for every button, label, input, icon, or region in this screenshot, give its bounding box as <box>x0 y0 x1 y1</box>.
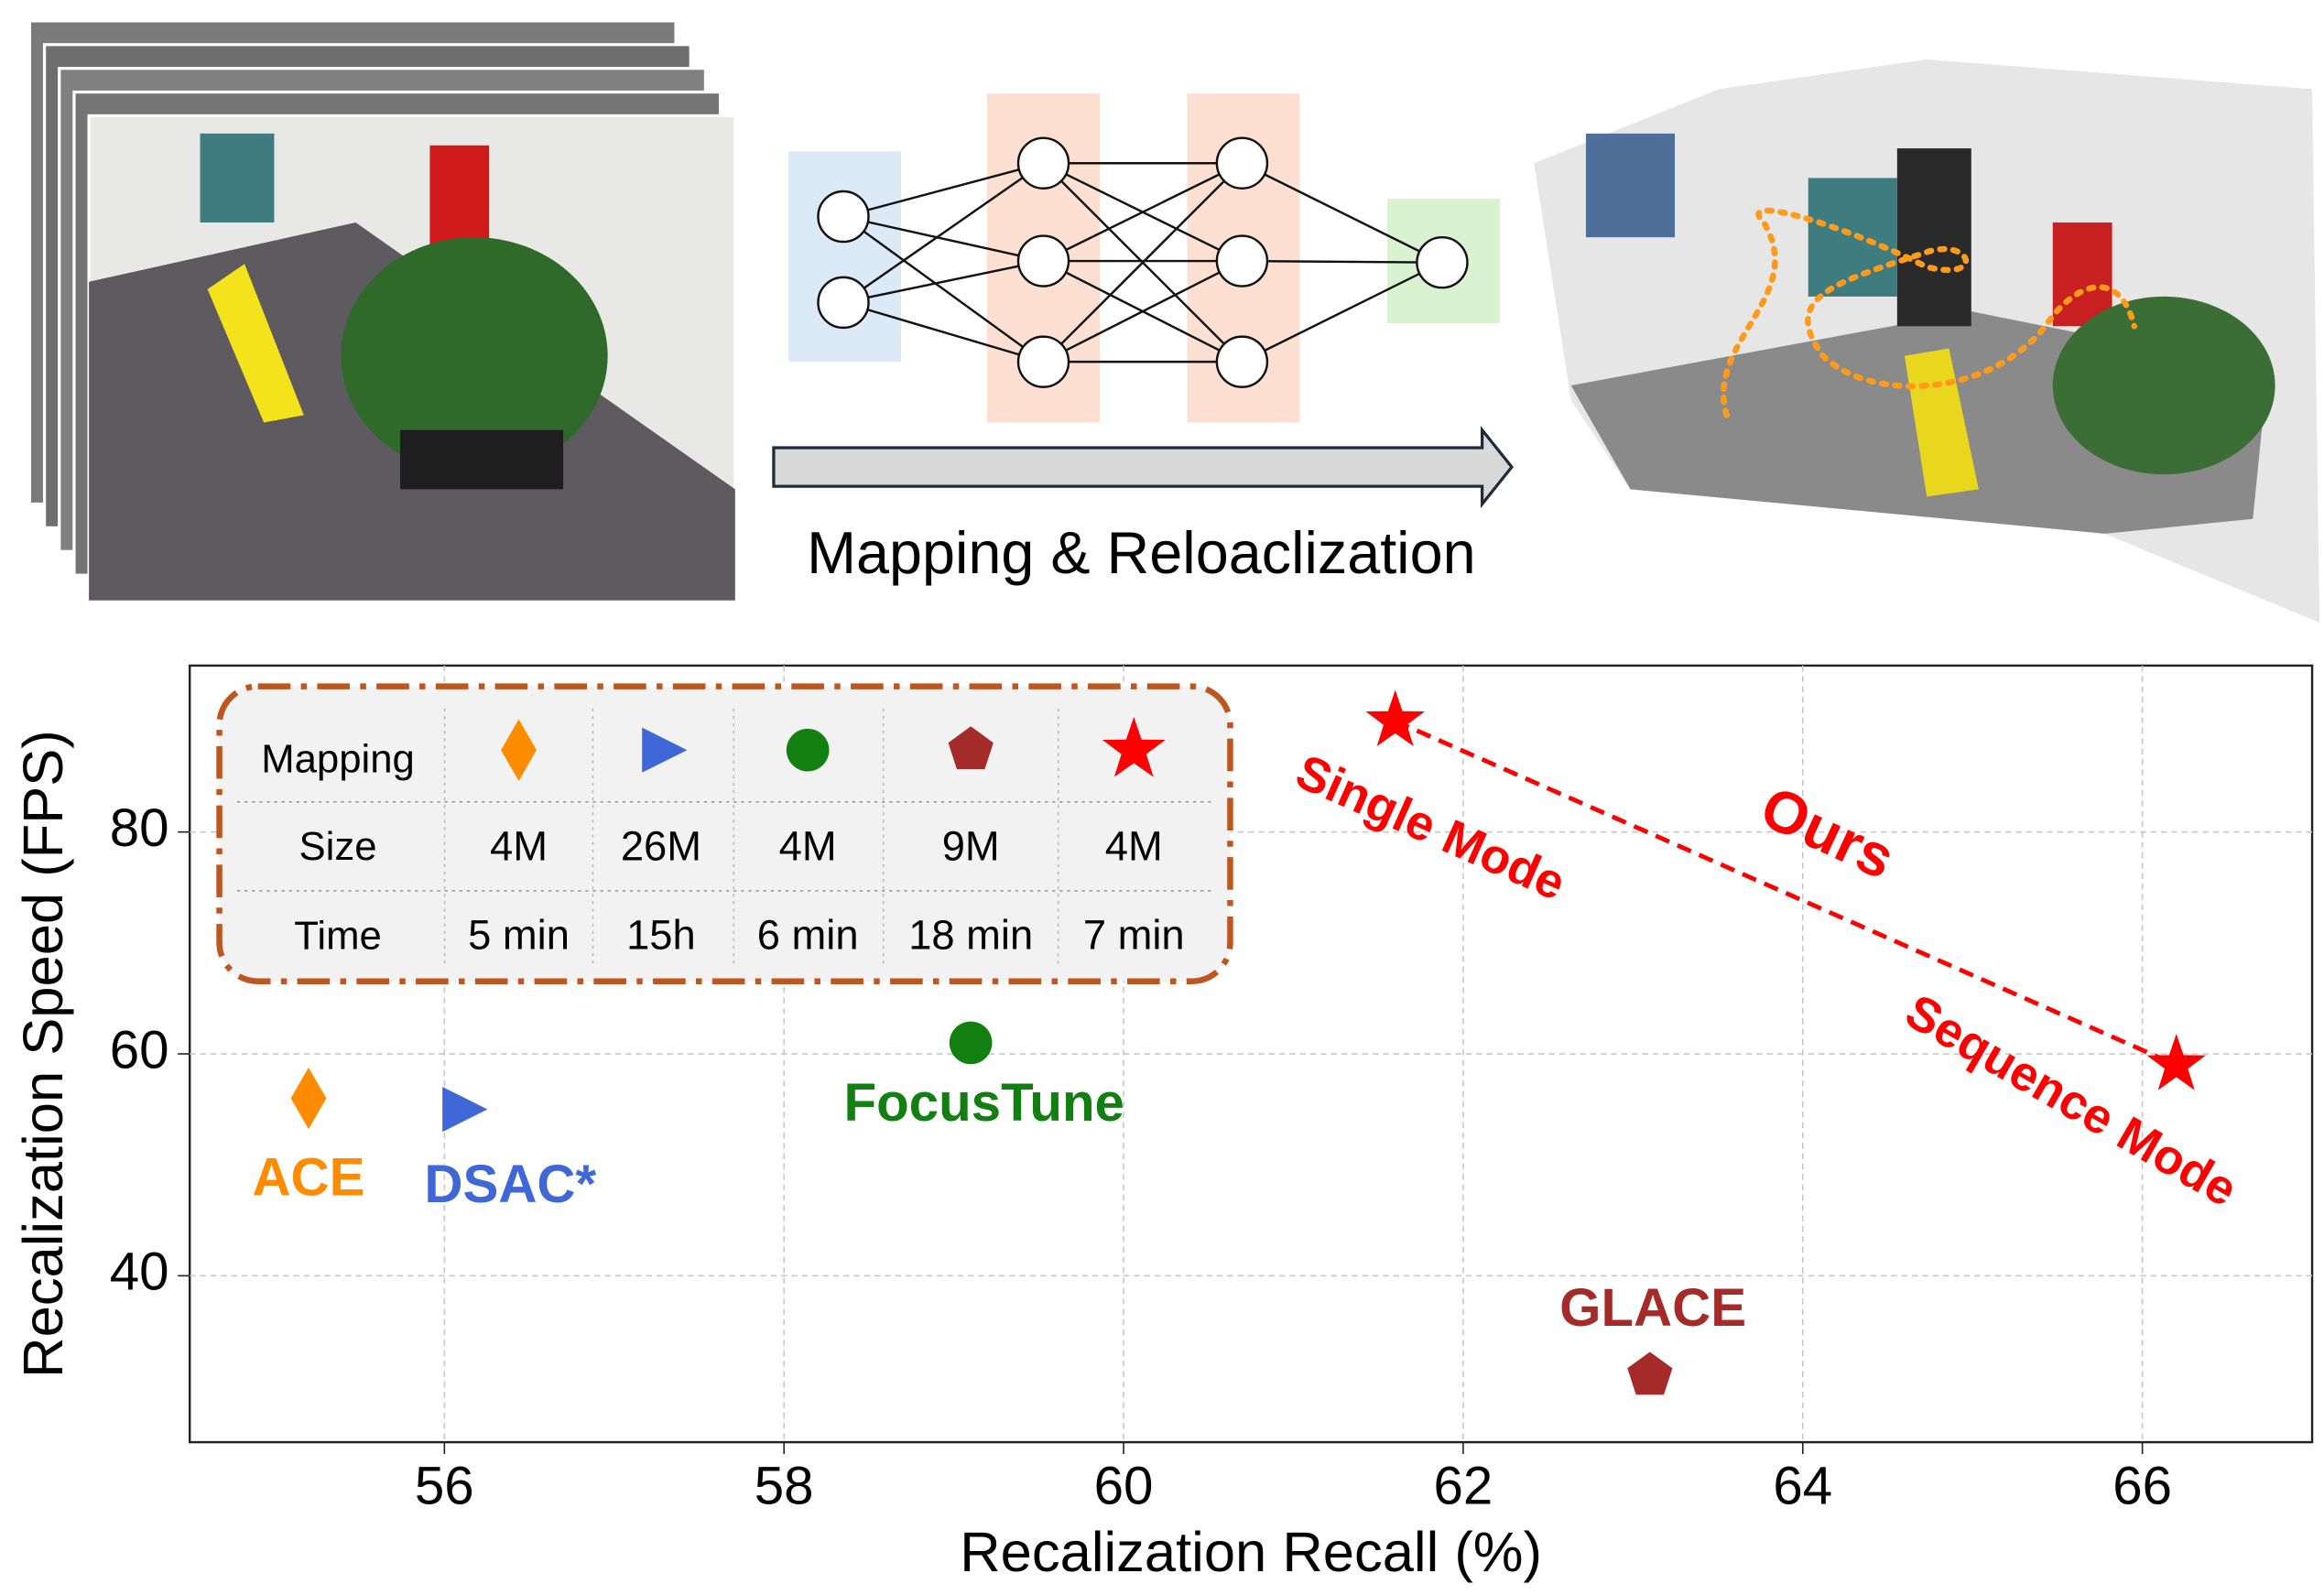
arrow <box>772 425 1515 509</box>
table-cell: Time <box>294 913 381 958</box>
point <box>290 1067 327 1130</box>
x-tick-label: 64 <box>1773 1456 1832 1515</box>
network-diagram <box>788 93 1501 423</box>
caption: Mapping & Reloaclization <box>807 519 1475 586</box>
y-axis-label: Recalization Speed (FPS) <box>12 730 75 1378</box>
legend-marker <box>642 727 688 773</box>
x-tick-label: 58 <box>755 1456 814 1515</box>
node <box>1215 234 1269 288</box>
edge <box>842 162 1045 304</box>
table-cell: 26M <box>621 823 701 870</box>
x-tick-label: 62 <box>1433 1456 1493 1515</box>
node <box>817 190 870 244</box>
x-tick-label: 66 <box>2112 1456 2172 1515</box>
edge <box>842 162 1044 218</box>
series-label: DSAC* <box>424 1155 596 1214</box>
edge <box>842 215 1044 263</box>
point <box>1365 689 1425 746</box>
table-cell: 4M <box>1105 823 1163 870</box>
table-cell: 9M <box>942 823 1000 870</box>
edge <box>1042 162 1243 263</box>
node <box>1016 136 1070 190</box>
table-cell: Mapping <box>261 737 415 782</box>
edge <box>1042 162 1243 363</box>
point-cloud <box>1534 59 2320 624</box>
legend-table: Mapping Size 4M 26M 4M 9M 4M Time 5 min 15h 6 min 1… <box>216 683 1233 984</box>
point <box>1627 1351 1673 1395</box>
edge <box>1241 261 1443 363</box>
table-cell: Size <box>299 824 377 869</box>
table-cell: 7 min <box>1083 912 1185 959</box>
legend-marker <box>786 728 830 772</box>
point <box>2146 1034 2206 1090</box>
legend-marker <box>1102 716 1166 777</box>
node <box>1016 234 1070 288</box>
table-cell: 5 min <box>468 912 570 959</box>
edge <box>1242 259 1442 264</box>
series-label: GLACE <box>1559 1278 1746 1338</box>
point <box>442 1087 488 1133</box>
edge <box>1042 259 1243 363</box>
edge <box>842 259 1044 304</box>
node <box>817 276 870 330</box>
x-tick-label: 60 <box>1094 1456 1154 1515</box>
table-cell: 15h <box>626 912 696 959</box>
y-tick-label: 80 <box>110 798 169 858</box>
series-label: ACE <box>252 1148 364 1208</box>
x-axis-label: Recalization Recall (%) <box>960 1521 1542 1584</box>
edge <box>842 301 1044 363</box>
table-cell: 4M <box>779 823 837 870</box>
series-label: FocusTune <box>844 1073 1124 1133</box>
photo-stack <box>27 19 737 602</box>
x-tick-label: 56 <box>415 1456 474 1515</box>
node <box>1215 136 1269 190</box>
node <box>1416 235 1469 289</box>
edge <box>842 215 1045 363</box>
point <box>949 1021 993 1065</box>
y-tick-label: 60 <box>110 1020 169 1080</box>
legend-marker <box>948 726 994 770</box>
table-cell: 18 min <box>908 912 1033 959</box>
node <box>1016 335 1070 388</box>
y-tick-label: 40 <box>110 1242 169 1302</box>
node <box>1215 335 1269 388</box>
edge <box>1241 162 1443 264</box>
table-cell: 6 min <box>757 912 859 959</box>
table-cell: 4M <box>490 823 548 870</box>
